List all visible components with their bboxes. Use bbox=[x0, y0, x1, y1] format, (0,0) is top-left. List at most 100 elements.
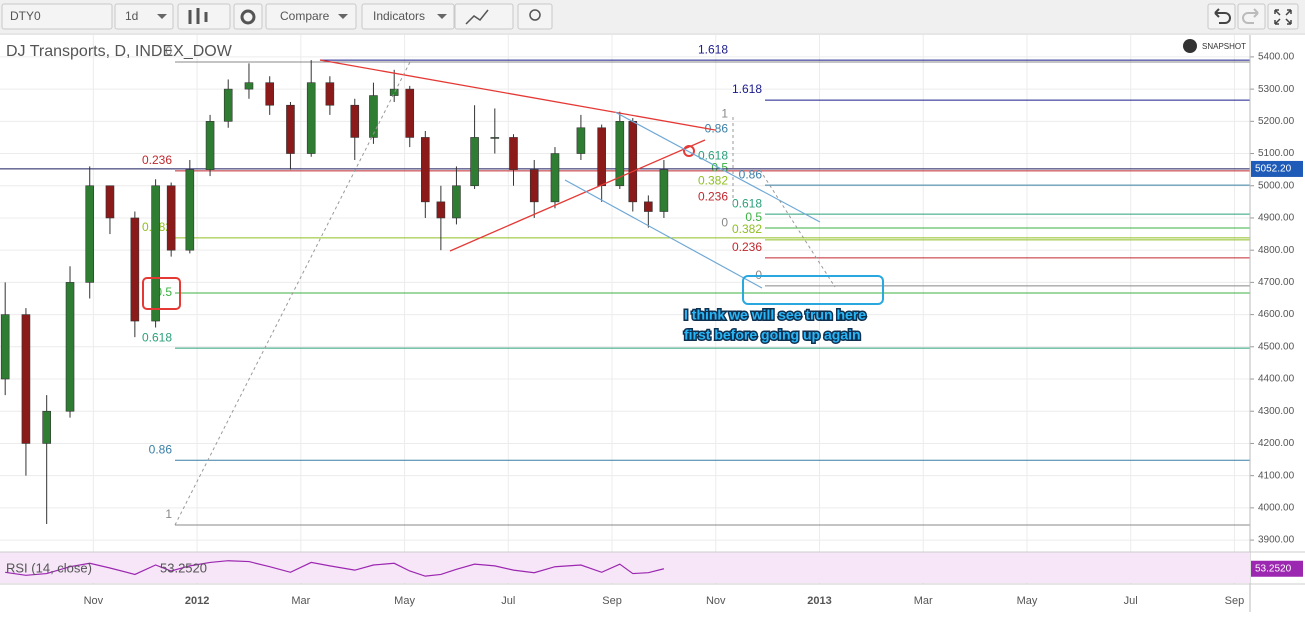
x-tick-label: 2013 bbox=[807, 595, 831, 607]
undo-button[interactable] bbox=[1207, 3, 1236, 30]
annotation-line: I think we will see trun here bbox=[684, 307, 866, 323]
candles bbox=[0, 60, 669, 524]
candle-body bbox=[21, 314, 31, 444]
candle-body bbox=[166, 185, 176, 251]
candle-body bbox=[644, 201, 653, 212]
x-tick-label: Nov bbox=[84, 595, 104, 607]
candle-body bbox=[42, 410, 51, 444]
channel-line bbox=[564, 179, 763, 289]
fib-label: 0.86 bbox=[739, 167, 763, 181]
candle-body bbox=[85, 185, 95, 283]
drawing-tools-button[interactable] bbox=[454, 3, 514, 30]
rsi: 53.2520 bbox=[5, 560, 1303, 577]
fib-label: 0.86 bbox=[149, 442, 173, 456]
dropdown-arrow bbox=[157, 14, 167, 19]
rsi-title: RSI (14, close) bbox=[6, 560, 92, 575]
x-tick-label: May bbox=[394, 595, 415, 607]
draw-icon bbox=[465, 9, 489, 25]
settings-button[interactable] bbox=[233, 3, 263, 30]
x-tick-label: Sep bbox=[602, 595, 622, 607]
fib-label: 0.618 bbox=[142, 330, 172, 344]
y-tick-label: 4300.00 bbox=[1258, 406, 1295, 417]
y-tick-label: 4900.00 bbox=[1258, 213, 1295, 224]
candle-body bbox=[105, 185, 115, 219]
fib-label: 0.382 bbox=[698, 173, 728, 187]
bulb-icon bbox=[529, 9, 541, 21]
candle-icon bbox=[188, 8, 208, 24]
candle-body bbox=[452, 185, 461, 219]
candle-body bbox=[185, 169, 195, 251]
indicators-button[interactable] bbox=[361, 3, 455, 30]
dropdown-arrow bbox=[338, 14, 348, 19]
annotation-line: first before going up again bbox=[684, 327, 861, 343]
fib-label: 1 bbox=[721, 106, 728, 120]
candle-body bbox=[306, 82, 316, 154]
chart-style-button[interactable] bbox=[177, 3, 231, 30]
candle-body bbox=[615, 121, 625, 187]
compare-button[interactable] bbox=[265, 3, 357, 30]
x-tick-label: Mar bbox=[914, 595, 933, 607]
y-tick-label: 4600.00 bbox=[1258, 309, 1295, 320]
fib-trend-line bbox=[174, 61, 411, 526]
price-axis: 3900.00 4000.00 4100.00 4200.00 4300.00 4400.… bbox=[1249, 35, 1303, 612]
x-tick-label: Nov bbox=[706, 595, 726, 607]
candle-body bbox=[659, 169, 669, 212]
candle-body bbox=[244, 82, 254, 90]
y-tick-label: 5400.00 bbox=[1258, 52, 1295, 63]
rsi-last-box bbox=[1251, 560, 1303, 577]
chart-title: DJ Transports, D, INDEX_DOW bbox=[6, 43, 233, 60]
candle-body bbox=[550, 153, 560, 203]
undo-icon bbox=[1214, 8, 1231, 24]
y-tick-label: 4500.00 bbox=[1258, 341, 1295, 352]
redo-button[interactable] bbox=[1237, 3, 1266, 30]
fib-label: 0.236 bbox=[698, 190, 728, 204]
trend-line bbox=[449, 139, 706, 252]
x-tick-label: Sep bbox=[1225, 595, 1245, 607]
candle-body bbox=[223, 88, 233, 122]
alert-button[interactable] bbox=[517, 3, 553, 30]
candle-body bbox=[436, 201, 446, 219]
candle-body bbox=[421, 137, 430, 203]
fib-label: 0.236 bbox=[142, 153, 172, 167]
highlight-box bbox=[142, 277, 181, 310]
snapshot-icon[interactable] bbox=[1183, 39, 1197, 53]
highlight-box bbox=[742, 275, 884, 305]
annotation: I think we will see trun here first befo… bbox=[683, 305, 868, 344]
compare-label: Compare bbox=[280, 9, 330, 23]
candle-body bbox=[597, 127, 606, 187]
interval: 1d bbox=[125, 9, 138, 23]
fullscreen-button[interactable] bbox=[1267, 3, 1299, 30]
fib-label: 0.618 bbox=[732, 196, 762, 210]
candle-body bbox=[576, 127, 586, 154]
fib-label: 0 bbox=[721, 215, 728, 229]
gear-icon bbox=[240, 9, 256, 25]
redo-icon bbox=[1242, 8, 1259, 24]
fib-label: 1.618 bbox=[698, 42, 728, 56]
candle-body bbox=[65, 282, 75, 412]
interval-box[interactable] bbox=[114, 3, 174, 30]
indicators-label: Indicators bbox=[373, 9, 425, 23]
fullscreen-icon bbox=[1274, 9, 1292, 25]
fib-label: 0.618 bbox=[698, 149, 728, 163]
x-tick-label: May bbox=[1017, 595, 1038, 607]
symbol-box[interactable] bbox=[1, 3, 113, 30]
drawings bbox=[142, 59, 884, 526]
candle-body bbox=[389, 88, 399, 96]
fib-label: 1.618 bbox=[732, 82, 762, 96]
channel-line bbox=[614, 111, 821, 223]
fib-label: 0.5 bbox=[745, 210, 762, 224]
snapshot-label[interactable]: SNAPSHOT bbox=[1202, 42, 1246, 51]
candle-body bbox=[529, 169, 539, 203]
candle-body bbox=[369, 95, 378, 138]
candle-body bbox=[0, 314, 10, 380]
candle-body bbox=[151, 185, 160, 322]
fib-label: 0 bbox=[165, 44, 172, 58]
candle-body bbox=[265, 82, 275, 106]
candle-body bbox=[405, 88, 415, 138]
rsi-line bbox=[5, 560, 665, 577]
y-tick-label: 3900.00 bbox=[1258, 535, 1295, 546]
fib-label: 0.382 bbox=[732, 222, 762, 236]
x-tick-label: Jul bbox=[501, 595, 515, 607]
x-tick-label: Jul bbox=[1124, 595, 1138, 607]
